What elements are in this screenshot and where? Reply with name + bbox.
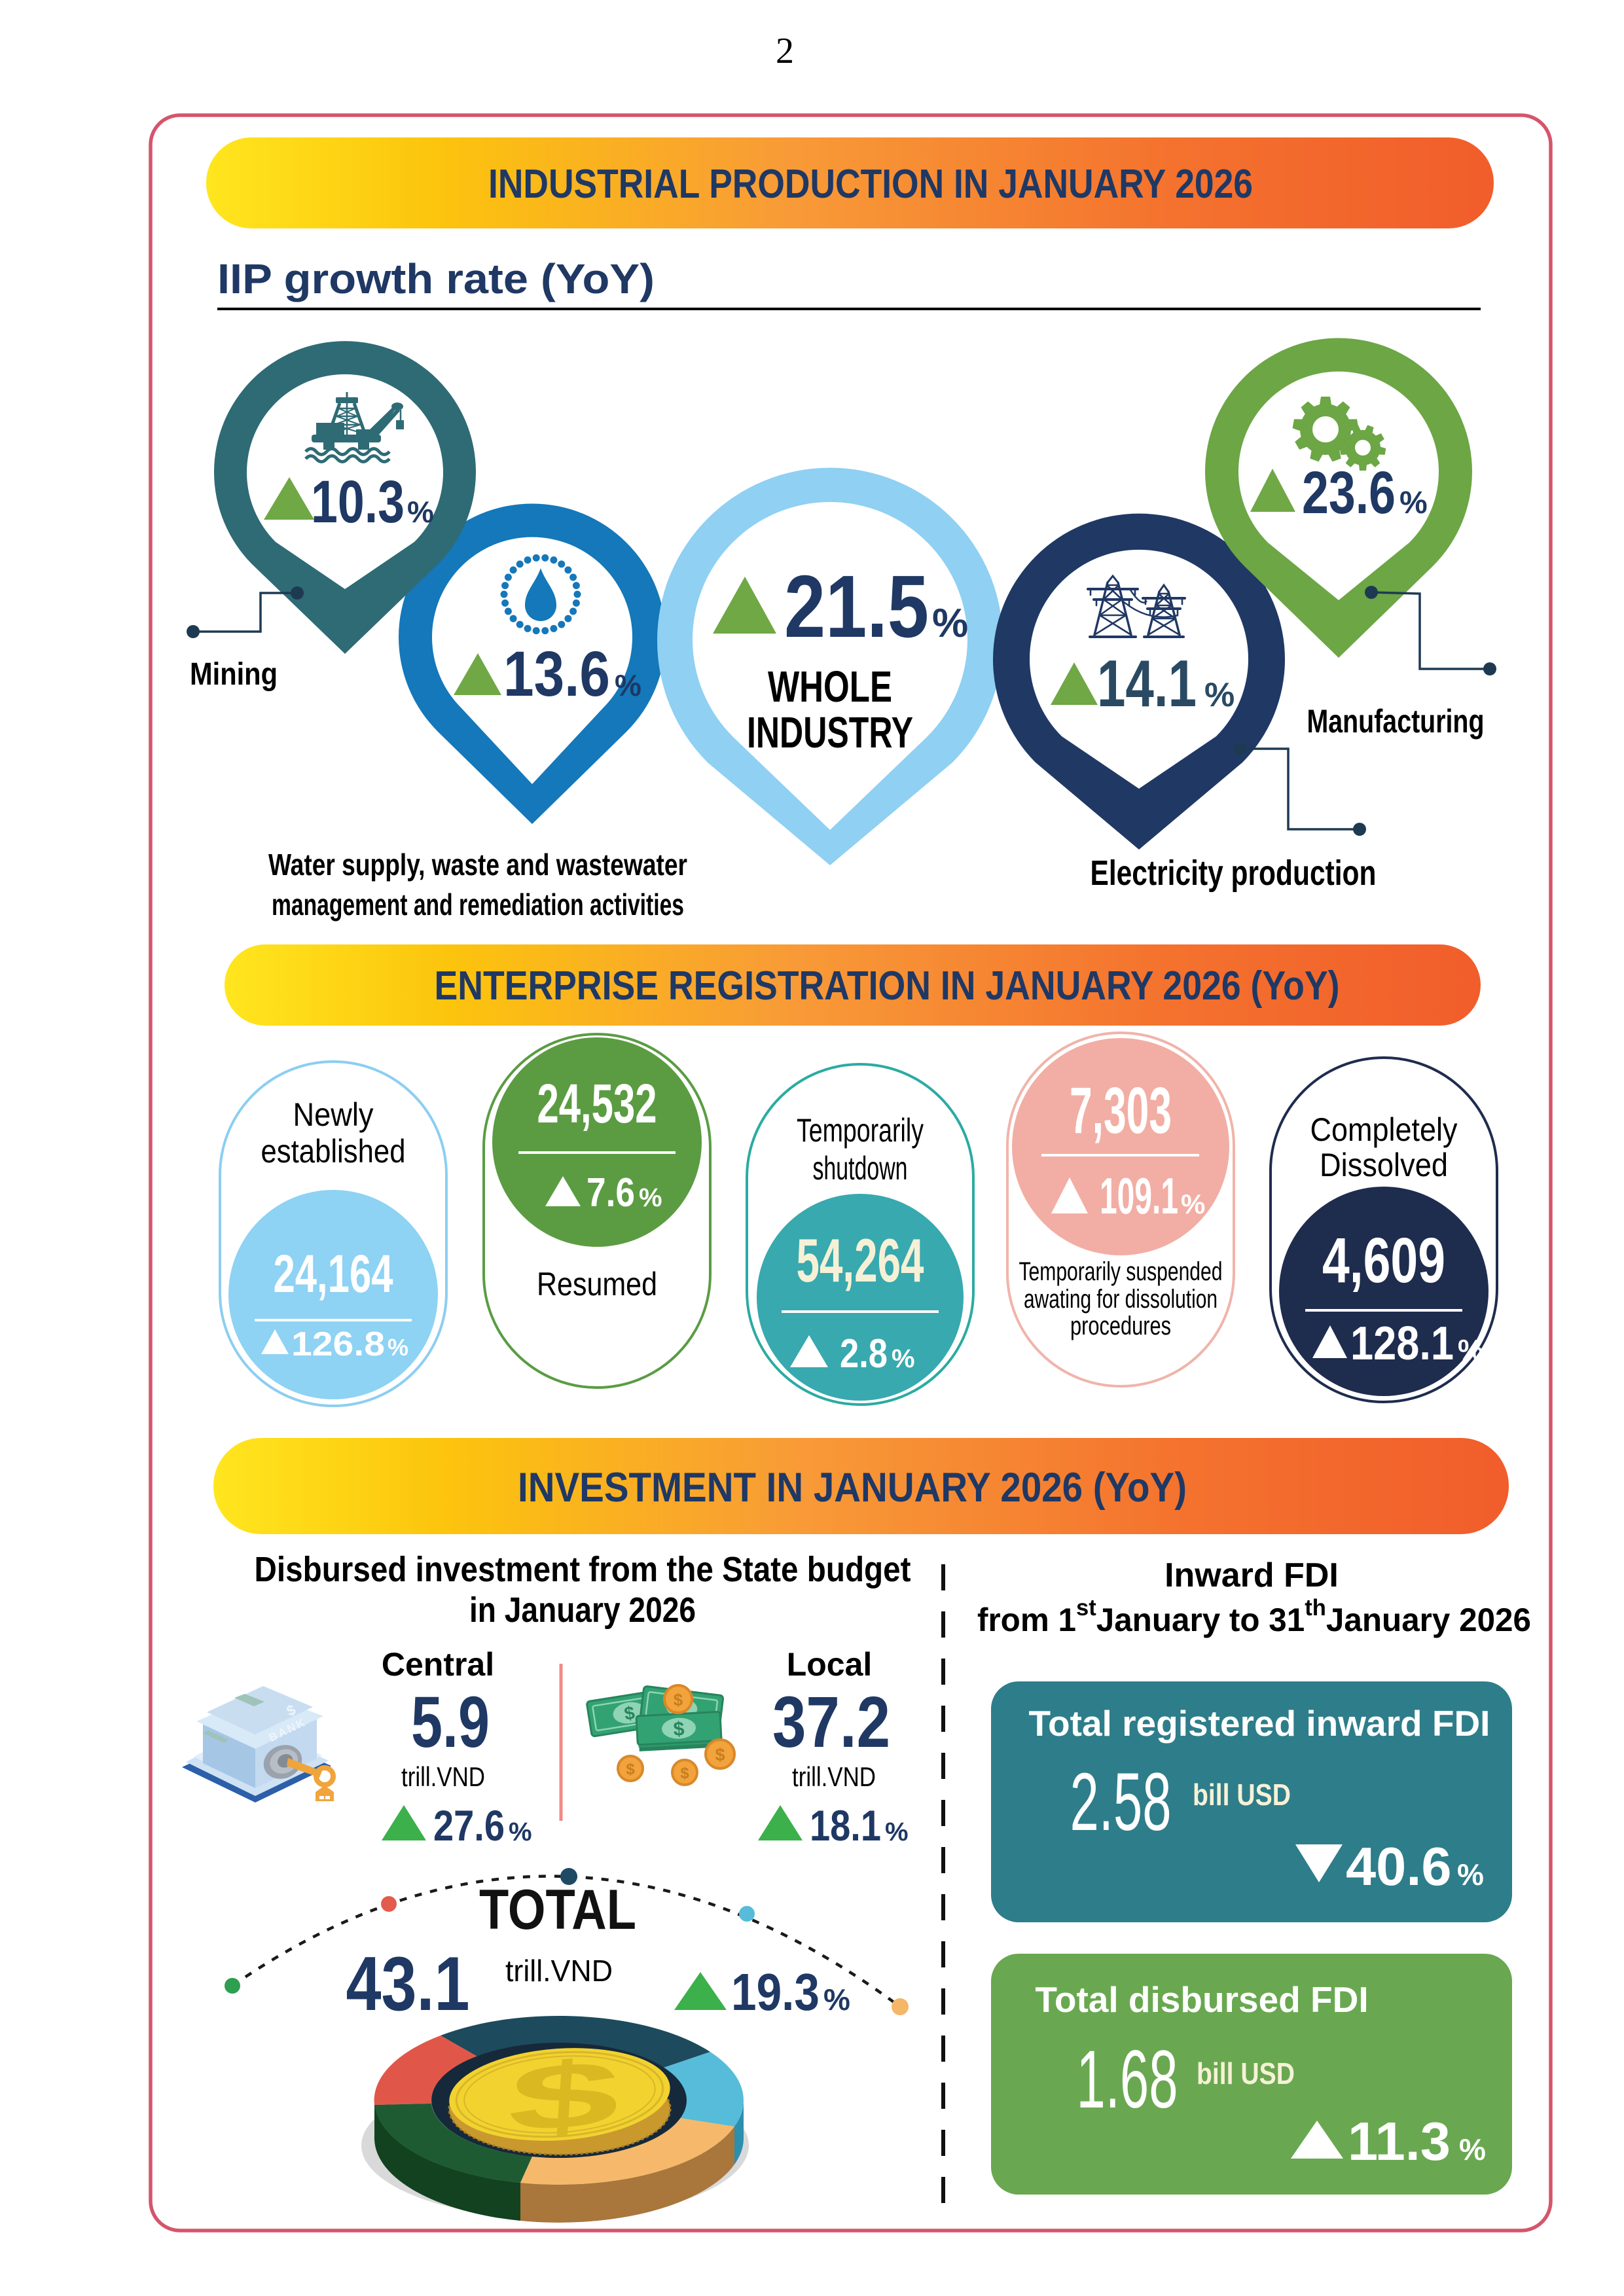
svg-text:Newly: Newly <box>293 1096 374 1133</box>
svg-text:%: % <box>1459 2132 1486 2166</box>
svg-text:%: % <box>388 1334 408 1361</box>
svg-text:$: $ <box>505 2041 624 2153</box>
svg-text:109.1: 109.1 <box>1100 1167 1178 1225</box>
svg-text:%: % <box>885 1818 909 1846</box>
svg-text:43.1: 43.1 <box>346 1941 470 2026</box>
svg-text:$: $ <box>674 1690 683 1710</box>
svg-text:126.8: 126.8 <box>291 1325 385 1363</box>
svg-text:24,532: 24,532 <box>537 1073 657 1134</box>
svg-text:7,303: 7,303 <box>1070 1074 1172 1147</box>
svg-text:19.3: 19.3 <box>731 1963 820 2021</box>
svg-text:37.2: 37.2 <box>772 1682 890 1763</box>
svg-text:18.1: 18.1 <box>810 1801 881 1850</box>
svg-text:%: % <box>407 495 434 529</box>
svg-text:INDUSTRIAL PRODUCTION IN JANUA: INDUSTRIAL PRODUCTION IN JANUARY 2026 <box>488 162 1253 207</box>
svg-text:Mining: Mining <box>190 657 278 692</box>
svg-text:10.3: 10.3 <box>311 469 405 535</box>
svg-text:IIP growth rate (YoY): IIP growth rate (YoY) <box>217 255 655 302</box>
svg-text:Water supply, waste and wastew: Water supply, waste and wastewater <box>268 848 687 882</box>
svg-text:Local: Local <box>787 1646 873 1683</box>
svg-text:%: % <box>823 1982 850 2017</box>
svg-text:40.6: 40.6 <box>1346 1836 1452 1897</box>
svg-text:%: % <box>615 668 641 702</box>
svg-text:Total disbursed FDI: Total disbursed FDI <box>1035 1979 1368 2020</box>
svg-text:TOTAL: TOTAL <box>479 1878 636 1941</box>
svg-text:in January 2026: in January 2026 <box>469 1590 696 1630</box>
svg-text:24,164: 24,164 <box>274 1244 393 1304</box>
svg-text:ENTERPRISE REGISTRATION IN JAN: ENTERPRISE REGISTRATION IN JANUARY 2026 … <box>435 963 1340 1009</box>
svg-text:%: % <box>639 1183 662 1212</box>
svg-text:bill USD: bill USD <box>1197 2056 1295 2090</box>
svg-text:Temporarily: Temporarily <box>797 1112 924 1149</box>
svg-text:2.8: 2.8 <box>840 1331 888 1376</box>
svg-text:INDUSTRY: INDUSTRY <box>747 708 913 757</box>
svg-text:2: 2 <box>776 31 794 71</box>
svg-text:$: $ <box>626 1761 635 1778</box>
svg-text:14.1: 14.1 <box>1097 647 1197 721</box>
svg-text:21.5: 21.5 <box>784 557 929 656</box>
svg-text:Manufacturing: Manufacturing <box>1307 703 1485 740</box>
svg-text:from 1stJanuary to 31thJanuary: from 1stJanuary to 31thJanuary 2026 <box>977 1595 1531 1638</box>
svg-text:1.68: 1.68 <box>1077 2034 1178 2125</box>
svg-text:%: % <box>932 601 968 646</box>
svg-text:%: % <box>509 1818 532 1846</box>
svg-text:$: $ <box>673 1718 685 1740</box>
svg-text:Disbursed investment from the: Disbursed investment from the State budg… <box>255 1550 911 1589</box>
svg-text:Dissolved: Dissolved <box>1320 1147 1448 1183</box>
svg-text:Completely: Completely <box>1310 1111 1458 1148</box>
svg-text:%: % <box>1181 1189 1205 1219</box>
svg-text:shutdown: shutdown <box>813 1150 908 1187</box>
svg-text:54,264: 54,264 <box>797 1226 924 1295</box>
svg-text:%: % <box>892 1344 915 1373</box>
svg-text:%: % <box>1457 1857 1484 1892</box>
svg-text:trill.VND: trill.VND <box>401 1761 485 1792</box>
svg-text:trill.VND: trill.VND <box>792 1761 876 1792</box>
svg-text:7.6: 7.6 <box>586 1170 635 1215</box>
svg-text:23.6: 23.6 <box>1302 459 1396 526</box>
svg-text:4,609: 4,609 <box>1322 1225 1445 1296</box>
svg-text:bill USD: bill USD <box>1193 1778 1291 1812</box>
svg-text:2.58: 2.58 <box>1070 1757 1172 1848</box>
svg-text:13.6: 13.6 <box>503 638 610 709</box>
svg-text:%: % <box>1204 676 1235 714</box>
svg-text:established: established <box>261 1133 406 1170</box>
svg-text:27.6: 27.6 <box>433 1801 505 1850</box>
svg-text:11.3: 11.3 <box>1348 2111 1451 2172</box>
svg-text:$: $ <box>680 1765 689 1782</box>
svg-text:5.9: 5.9 <box>411 1682 490 1763</box>
svg-text:WHOLE: WHOLE <box>768 662 892 711</box>
svg-text:INVESTMENT IN JANUARY 2026 (Yo: INVESTMENT IN JANUARY 2026 (YoY) <box>518 1465 1187 1511</box>
svg-text:$: $ <box>715 1745 725 1765</box>
svg-text:awating for dissolution: awating for dissolution <box>1024 1285 1218 1314</box>
svg-text:Inward FDI: Inward FDI <box>1164 1556 1339 1594</box>
svg-text:$: $ <box>623 1702 636 1724</box>
svg-text:Total registered inward FDI: Total registered inward FDI <box>1029 1703 1490 1744</box>
svg-text:%: % <box>1458 1334 1483 1366</box>
svg-text:Electricity production: Electricity production <box>1091 853 1377 893</box>
svg-text:Central: Central <box>382 1646 494 1683</box>
svg-text:%: % <box>1399 486 1428 520</box>
svg-text:trill.VND: trill.VND <box>505 1954 613 1988</box>
svg-text:Temporarily suspended: Temporarily suspended <box>1019 1257 1223 1286</box>
svg-text:management and remediation act: management and remediation activities <box>272 888 684 922</box>
svg-text:128.1: 128.1 <box>1350 1318 1454 1370</box>
svg-text:procedures: procedures <box>1070 1312 1171 1340</box>
svg-text:Resumed: Resumed <box>537 1266 657 1302</box>
